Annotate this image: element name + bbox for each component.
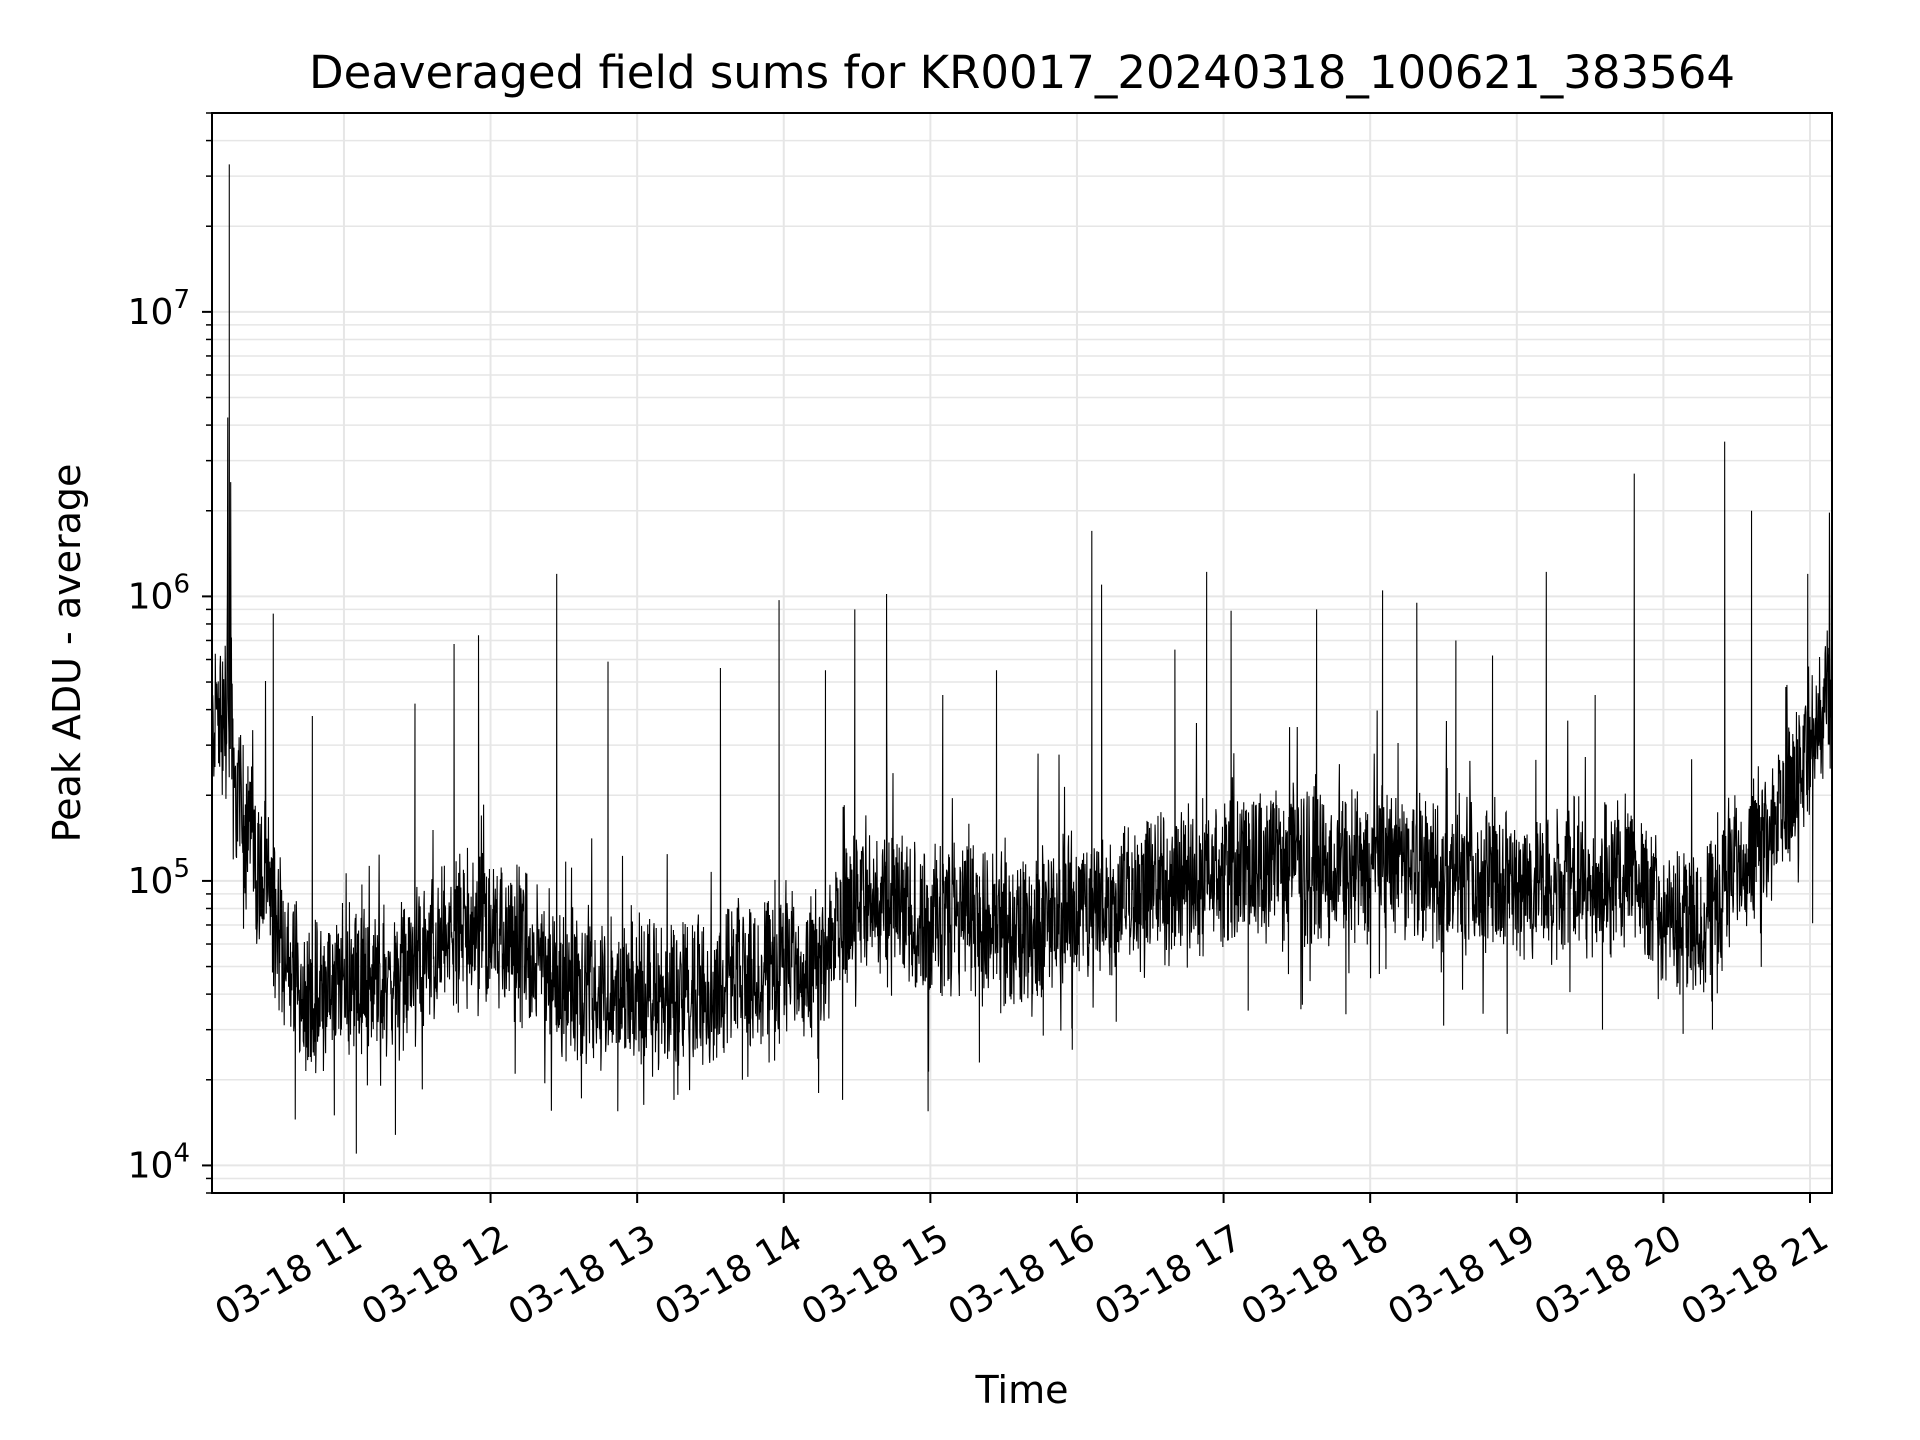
series-line xyxy=(211,164,1833,1154)
chart-title: Deaveraged field sums for KR0017_2024031… xyxy=(309,46,1735,99)
y-axis-title: Peak ADU - average xyxy=(45,464,89,843)
x-axis-title: Time xyxy=(975,1368,1069,1412)
plot-frame xyxy=(211,112,1833,1194)
y-tick-label: 106 xyxy=(128,569,190,617)
series-layer xyxy=(211,164,1833,1154)
y-tick-label: 104 xyxy=(128,1138,190,1186)
y-tick-label: 107 xyxy=(128,285,190,333)
y-tick-label: 105 xyxy=(128,854,190,902)
y-axis: 104 105 106 107 xyxy=(128,112,212,1194)
